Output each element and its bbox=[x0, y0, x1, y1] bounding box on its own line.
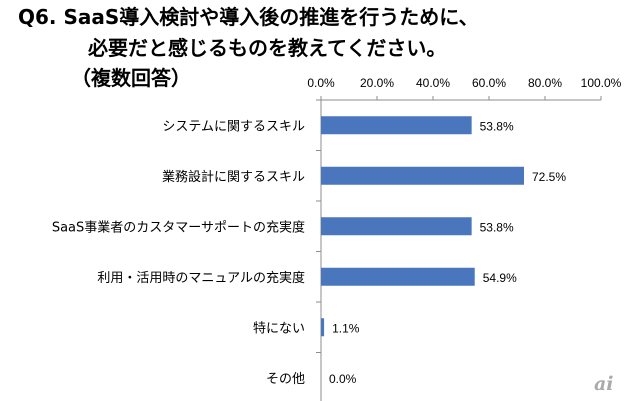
category-label: 業務設計に関するスキル bbox=[162, 169, 305, 185]
bar bbox=[321, 166, 524, 185]
category-label: 利用・活用時のマニュアルの充実度 bbox=[97, 270, 305, 286]
x-tick-label: 20.0% bbox=[360, 76, 394, 90]
data-label: 53.8% bbox=[480, 119, 514, 133]
bar bbox=[321, 318, 325, 337]
bar bbox=[321, 217, 472, 236]
x-tick-label: 80.0% bbox=[528, 76, 562, 90]
chart-title-line-3: （複数回答） bbox=[71, 66, 191, 90]
data-label: 72.5% bbox=[532, 170, 566, 184]
bar bbox=[321, 116, 472, 135]
data-label: 1.1% bbox=[332, 321, 360, 335]
chart-title-line-2: 必要だと感じるものを教えてください。 bbox=[88, 36, 447, 60]
data-label: 0.0% bbox=[329, 372, 357, 386]
x-tick-label: 0.0% bbox=[307, 76, 335, 90]
data-label: 53.8% bbox=[480, 220, 514, 234]
data-label: 54.9% bbox=[483, 271, 517, 285]
bar bbox=[321, 267, 475, 286]
category-label: その他 bbox=[266, 372, 305, 387]
x-tick-label: 60.0% bbox=[472, 76, 506, 90]
category-label: 特にない bbox=[253, 321, 305, 336]
chart-title-line-1: Q6. SaaS導入検討や導入後の推進を行うために、 bbox=[18, 5, 479, 29]
category-label: システムに関するスキル bbox=[162, 119, 305, 134]
logo: ai bbox=[594, 373, 614, 395]
x-tick-label: 100.0% bbox=[581, 76, 622, 90]
x-tick-label: 40.0% bbox=[416, 76, 450, 90]
category-label: SaaS事業者のカスタマーサポートの充実度 bbox=[52, 219, 305, 235]
